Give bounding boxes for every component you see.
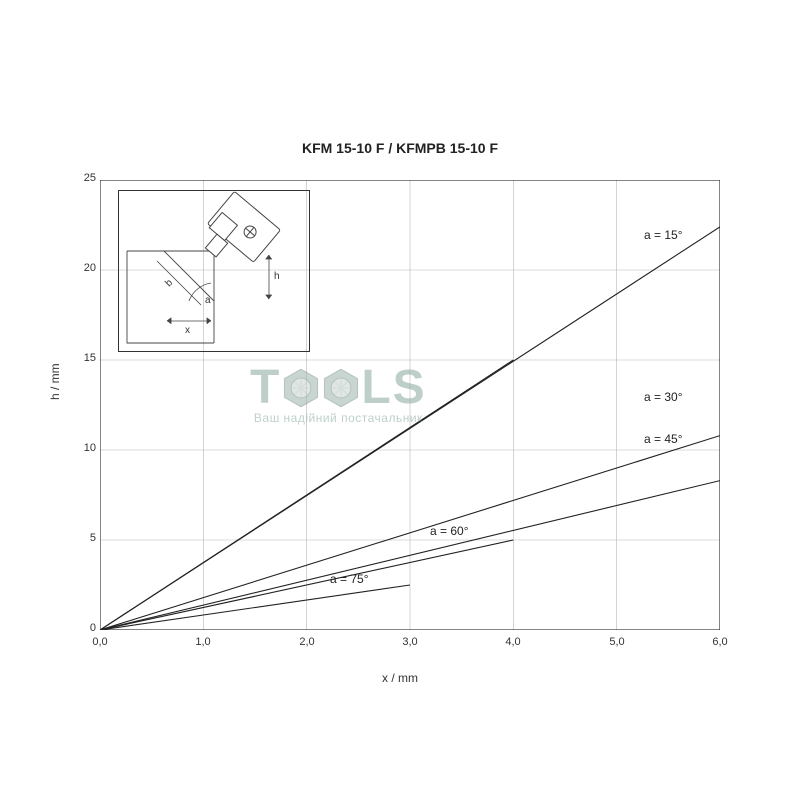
page: KFM 15-10 F / KFMPB 15-10 F h / mm x / m… bbox=[0, 0, 800, 800]
ytick-20: 20 bbox=[72, 262, 96, 274]
xtick-2: 2,0 bbox=[292, 636, 322, 648]
xtick-1: 1,0 bbox=[188, 636, 218, 648]
label-a30: a = 30° bbox=[644, 390, 683, 404]
wm-letter-s: S bbox=[393, 360, 427, 415]
nut-icon bbox=[279, 366, 323, 410]
x-axis-label: x / mm bbox=[0, 671, 800, 685]
ytick-15: 15 bbox=[72, 352, 96, 364]
chart-title: KFM 15-10 F / KFMPB 15-10 F bbox=[0, 140, 800, 156]
y-axis-label: h / mm bbox=[48, 363, 62, 400]
xtick-3: 3,0 bbox=[395, 636, 425, 648]
label-a15: a = 15° bbox=[644, 228, 683, 242]
xtick-0: 0,0 bbox=[85, 636, 115, 648]
inset-dim-a: a bbox=[205, 295, 211, 306]
inset-dim-b: b bbox=[163, 277, 175, 289]
inset-dim-x: x bbox=[185, 325, 190, 336]
watermark-subtitle: Ваш надійний постачальник bbox=[250, 411, 427, 425]
xtick-6: 6,0 bbox=[705, 636, 735, 648]
ytick-10: 10 bbox=[72, 442, 96, 454]
ytick-5: 5 bbox=[72, 532, 96, 544]
inset-diagram: b x a h bbox=[118, 190, 310, 352]
nut-icon bbox=[319, 366, 363, 410]
watermark-text: T L S bbox=[250, 360, 427, 415]
ytick-0: 0 bbox=[72, 622, 96, 634]
wm-letter-t: T bbox=[250, 360, 281, 415]
wm-letter-l: L bbox=[361, 360, 392, 415]
inset-svg: b x a h bbox=[119, 191, 309, 351]
xtick-5: 5,0 bbox=[602, 636, 632, 648]
ytick-25: 25 bbox=[72, 172, 96, 184]
series-extra bbox=[100, 585, 410, 630]
label-a45: a = 45° bbox=[644, 432, 683, 446]
label-a75: a = 75° bbox=[330, 572, 369, 586]
xtick-4: 4,0 bbox=[498, 636, 528, 648]
inset-dim-h: h bbox=[274, 271, 280, 282]
watermark: T L S Ваш надійний постачальник bbox=[250, 360, 427, 425]
label-a60: a = 60° bbox=[430, 524, 469, 538]
